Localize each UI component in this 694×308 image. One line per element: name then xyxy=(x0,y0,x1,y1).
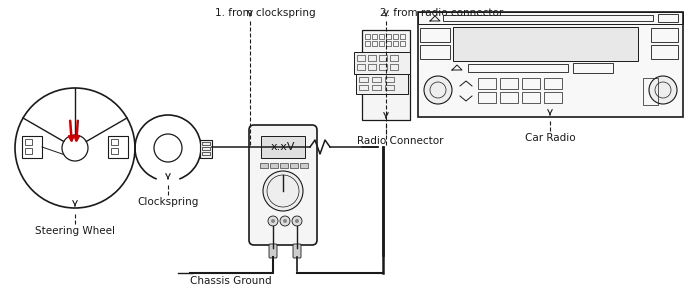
Bar xyxy=(418,12,683,24)
Bar xyxy=(372,41,377,46)
Bar xyxy=(400,34,405,39)
Bar xyxy=(356,74,408,94)
Circle shape xyxy=(424,76,452,104)
Text: Car Radio: Car Radio xyxy=(525,133,575,143)
Bar xyxy=(643,78,658,105)
Bar xyxy=(372,77,381,82)
Bar xyxy=(261,136,305,158)
Circle shape xyxy=(268,216,278,226)
Bar xyxy=(544,78,562,89)
FancyBboxPatch shape xyxy=(249,125,317,245)
Bar xyxy=(368,64,376,70)
Bar xyxy=(500,92,518,103)
Circle shape xyxy=(263,171,303,211)
Bar xyxy=(393,34,398,39)
Bar xyxy=(280,163,288,168)
Bar xyxy=(386,34,391,39)
Bar xyxy=(372,85,381,90)
Bar xyxy=(22,136,42,158)
Bar xyxy=(359,77,368,82)
FancyBboxPatch shape xyxy=(269,244,277,258)
Bar xyxy=(418,12,683,117)
Bar xyxy=(420,45,450,59)
Bar xyxy=(385,85,394,90)
Bar xyxy=(573,63,613,73)
Bar xyxy=(443,15,653,21)
Circle shape xyxy=(280,216,290,226)
Bar xyxy=(300,163,308,168)
Text: 2. from radio connector: 2. from radio connector xyxy=(380,8,503,18)
Bar xyxy=(379,64,387,70)
Circle shape xyxy=(295,219,299,223)
Bar xyxy=(478,78,496,89)
Text: Radio Connector: Radio Connector xyxy=(357,136,443,146)
Circle shape xyxy=(649,76,677,104)
Text: Clockspring: Clockspring xyxy=(137,197,198,207)
Bar xyxy=(200,140,212,158)
Circle shape xyxy=(283,219,287,223)
Bar xyxy=(468,64,568,72)
Bar xyxy=(368,55,376,61)
Bar xyxy=(420,28,450,42)
Bar xyxy=(522,78,540,89)
Bar xyxy=(202,142,210,145)
Bar xyxy=(202,147,210,150)
Bar xyxy=(400,41,405,46)
FancyBboxPatch shape xyxy=(293,244,301,258)
Bar xyxy=(359,85,368,90)
Bar xyxy=(651,45,678,59)
Bar xyxy=(354,52,410,74)
Bar xyxy=(111,139,118,145)
Bar xyxy=(365,41,370,46)
Bar xyxy=(202,152,210,155)
Text: x.xV: x.xV xyxy=(271,142,295,152)
Bar xyxy=(393,41,398,46)
Bar xyxy=(111,148,118,154)
Text: 1. from clockspring: 1. from clockspring xyxy=(215,8,316,18)
Bar xyxy=(362,30,410,120)
Bar xyxy=(379,34,384,39)
Bar xyxy=(522,92,540,103)
Bar xyxy=(453,27,638,61)
Bar xyxy=(365,34,370,39)
Bar xyxy=(390,55,398,61)
Bar xyxy=(385,77,394,82)
Bar xyxy=(478,92,496,103)
Bar xyxy=(379,55,387,61)
Bar xyxy=(372,34,377,39)
Bar xyxy=(290,163,298,168)
Circle shape xyxy=(271,219,275,223)
Bar xyxy=(25,139,32,145)
Text: Steering Wheel: Steering Wheel xyxy=(35,226,115,236)
Bar xyxy=(658,14,678,22)
Bar xyxy=(357,55,365,61)
Bar xyxy=(260,163,268,168)
Bar xyxy=(390,64,398,70)
Bar xyxy=(544,92,562,103)
Bar xyxy=(270,163,278,168)
Text: Chassis Ground: Chassis Ground xyxy=(190,276,271,286)
Bar xyxy=(357,64,365,70)
Bar xyxy=(500,78,518,89)
Circle shape xyxy=(292,216,302,226)
Bar xyxy=(108,136,128,158)
Bar xyxy=(25,148,32,154)
Bar xyxy=(386,41,391,46)
Bar xyxy=(651,28,678,42)
Bar xyxy=(379,41,384,46)
